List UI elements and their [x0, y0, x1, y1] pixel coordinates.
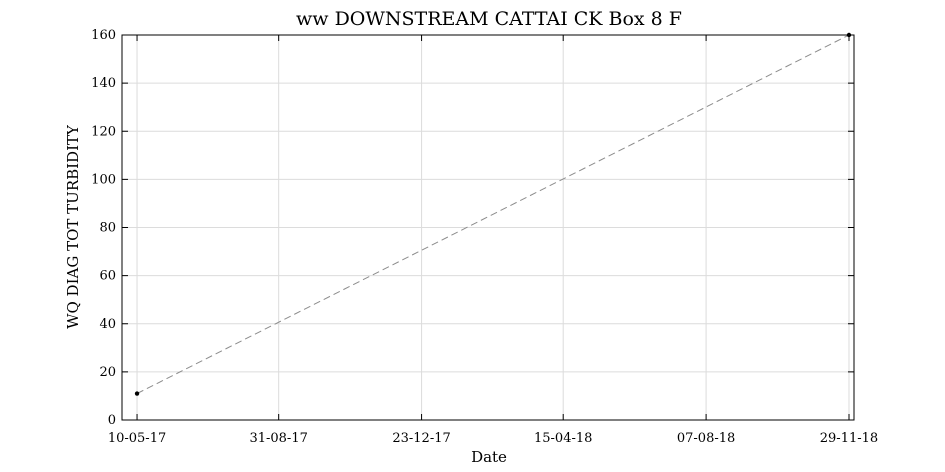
x-tick-label: 29-11-18 [820, 431, 878, 446]
x-axis-label: Date [471, 448, 507, 466]
grid [122, 34, 854, 421]
y-tick-label: 20 [99, 365, 116, 380]
y-axis-label: WQ DIAG TOT TURBIDITY [64, 124, 82, 329]
y-tick-label: 0 [108, 413, 116, 428]
y-tick-label: 80 [99, 221, 116, 236]
series-layer [134, 32, 852, 396]
x-tick-label: 07-08-18 [677, 431, 735, 446]
y-tick-label: 140 [91, 76, 116, 91]
y-tick-label: 120 [91, 124, 116, 139]
y-tick-label: 60 [99, 269, 116, 284]
x-tick-label: 10-05-17 [108, 431, 166, 446]
y-tick-label: 40 [99, 317, 116, 332]
x-tick-label: 31-08-17 [249, 431, 307, 446]
x-tick-label: 23-12-17 [392, 431, 450, 446]
chart-title: ww DOWNSTREAM CATTAI CK Box 8 F [296, 8, 682, 30]
tick-layer: 0 20 40 60 80 100 120 140 160 10-05-17 31-08-17 23-… [91, 28, 878, 446]
series-line [136, 34, 850, 394]
x-tick-label: 15-04-18 [534, 431, 592, 446]
data-point [134, 391, 140, 396]
y-tick-label: 160 [91, 28, 116, 43]
y-tick-label: 100 [91, 172, 116, 187]
